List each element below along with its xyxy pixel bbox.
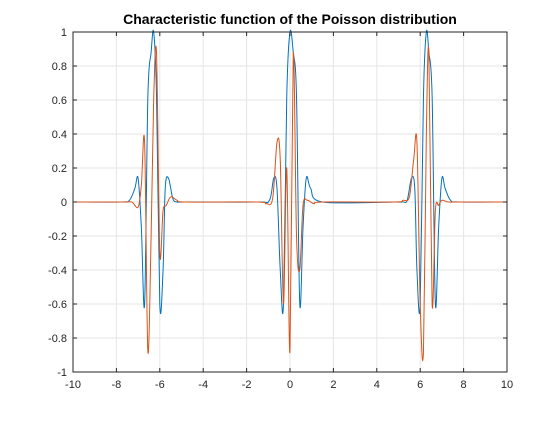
x-tick-label: 0 — [287, 379, 293, 391]
y-tick-label: -0.6 — [48, 299, 67, 311]
x-tick-label: 6 — [417, 379, 423, 391]
y-tick-label: 0 — [61, 197, 67, 209]
x-tick-label: 8 — [461, 379, 467, 391]
x-tick-label: -8 — [112, 379, 122, 391]
series-line-2 — [72, 45, 507, 362]
y-tick-label: 0.2 — [52, 163, 67, 175]
x-tick-label: -6 — [155, 379, 165, 391]
y-tick-label: 0.6 — [52, 95, 67, 107]
y-tick-label: -1 — [57, 367, 67, 379]
x-tick-labels: -10 -8 -6 -4 -2 0 2 4 6 8 10 — [65, 379, 513, 391]
y-tick-label: 0.8 — [52, 61, 67, 73]
chart-title: Characteristic function of the Poisson d… — [123, 11, 457, 27]
x-tick-label: -10 — [65, 379, 81, 391]
x-tick-label: -4 — [198, 379, 208, 391]
ticks — [72, 31, 508, 373]
x-tick-label: -2 — [242, 379, 252, 391]
y-tick-label: 1 — [61, 27, 67, 39]
y-tick-label: -0.4 — [48, 265, 67, 277]
y-tick-label: 0.4 — [52, 129, 67, 141]
x-tick-label: 2 — [330, 379, 336, 391]
y-tick-label: -0.2 — [48, 231, 67, 243]
y-tick-labels: -1 -0.8 -0.6 -0.4 -0.2 0 0.2 0.4 0.6 0.8 1 — [48, 27, 67, 379]
y-tick-label: -0.8 — [48, 333, 67, 345]
x-tick-label: 10 — [501, 379, 513, 391]
x-tick-label: 4 — [374, 379, 380, 391]
